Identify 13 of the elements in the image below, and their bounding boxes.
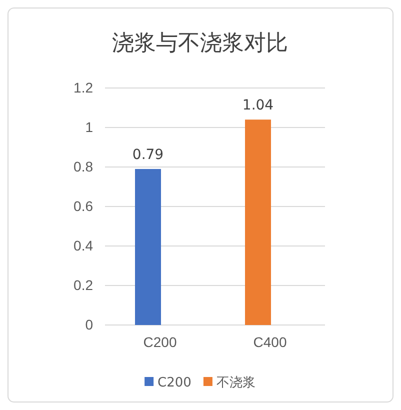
y-tick-label: 0.4: [74, 237, 94, 254]
y-tick-label: 0: [85, 316, 94, 332]
y-tick-label: 0.6: [74, 198, 94, 214]
y-tick-label: 0.2: [74, 276, 94, 293]
data-label: 0.79: [132, 146, 164, 163]
x-tick-label: C400: [253, 334, 287, 350]
legend-label: C200: [158, 376, 192, 391]
chart-title: 浇浆与不浇浆对比: [112, 31, 288, 56]
y-tick-label: 1.2: [74, 79, 94, 96]
data-label: 1.04: [242, 98, 274, 114]
y-tick-label: 0.8: [74, 158, 94, 174]
legend-label: 不浇浆: [216, 376, 256, 391]
y-tick-label: 1: [85, 118, 94, 135]
